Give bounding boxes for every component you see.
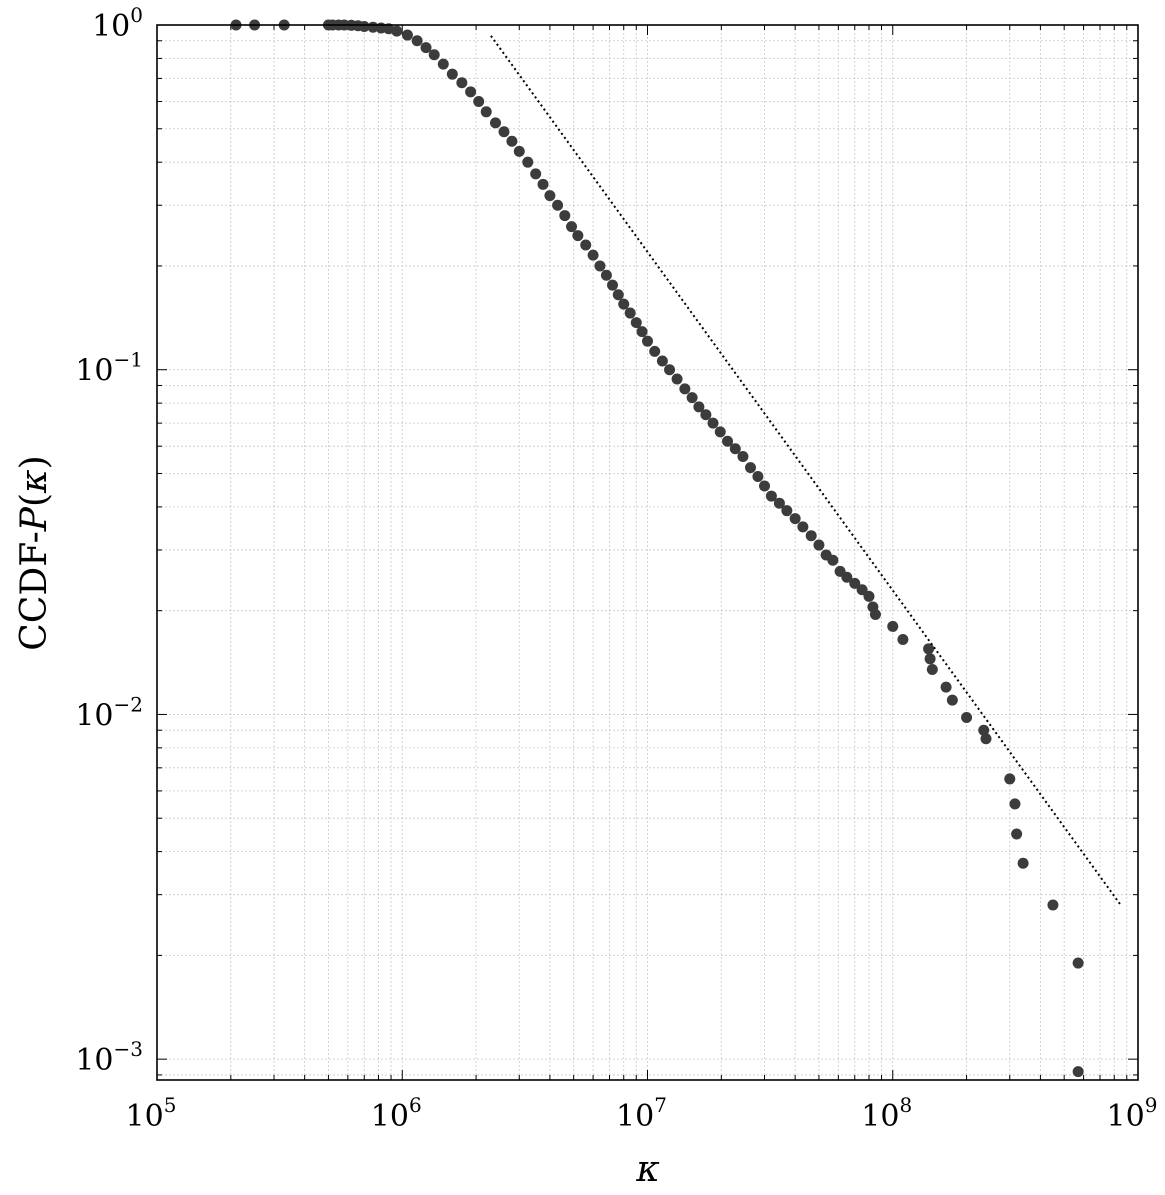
data-point — [980, 733, 992, 745]
data-point — [559, 210, 571, 222]
x-tick-label: 107 — [616, 1093, 667, 1134]
x-tick-label: 108 — [861, 1093, 912, 1134]
data-point — [537, 178, 549, 190]
y-tick-label: 100 — [92, 3, 143, 44]
data-point — [887, 620, 899, 632]
data-point — [805, 530, 817, 542]
data-point — [401, 29, 413, 41]
data-point — [630, 317, 642, 329]
data-point — [513, 145, 525, 157]
data-point — [924, 653, 936, 665]
x-axis-label: κ — [635, 1149, 660, 1190]
data-point — [580, 239, 592, 251]
data-point — [489, 117, 501, 129]
data-point — [789, 513, 801, 525]
data-point — [1072, 1066, 1084, 1078]
data-point — [813, 539, 825, 551]
x-tick-label: 106 — [371, 1093, 422, 1134]
data-point — [797, 521, 809, 533]
data-point — [506, 135, 518, 147]
data-point — [841, 571, 853, 583]
data-point — [1004, 773, 1016, 785]
data-point — [897, 633, 909, 645]
data-point — [752, 471, 764, 483]
data-point — [465, 86, 477, 98]
data-point — [827, 554, 839, 566]
y-tick-label: 10−2 — [75, 692, 143, 733]
data-point — [1017, 857, 1029, 869]
power-law-fit-line — [490, 35, 1122, 906]
data-point — [1047, 899, 1059, 911]
data-point — [473, 95, 485, 107]
data-point — [714, 426, 726, 438]
y-tick-label: 10−3 — [75, 1037, 143, 1078]
data-point — [594, 260, 606, 272]
data-point — [607, 279, 619, 291]
data-point — [498, 126, 510, 138]
data-point — [437, 58, 449, 70]
data-point — [679, 383, 691, 395]
x-tick-label: 109 — [1107, 1093, 1158, 1134]
data-point — [587, 249, 599, 261]
data-point — [773, 497, 785, 509]
data-point — [642, 335, 653, 347]
data-point — [707, 417, 719, 429]
data-point — [1011, 828, 1023, 840]
data-point — [926, 664, 938, 676]
data-point — [566, 221, 578, 233]
data-point — [978, 724, 990, 736]
data-point — [456, 77, 468, 89]
data-point — [480, 106, 492, 118]
data-point — [612, 289, 624, 301]
data-point — [940, 681, 952, 693]
data-point — [781, 505, 793, 517]
data-point — [636, 326, 648, 338]
data-point — [391, 25, 403, 37]
data-point — [552, 199, 564, 211]
data-point — [1072, 957, 1084, 969]
y-tick-label: 10−1 — [75, 348, 143, 389]
data-point — [686, 392, 698, 404]
data-point — [649, 345, 661, 357]
data-point — [572, 230, 584, 242]
data-point — [737, 451, 749, 463]
data-point — [759, 480, 771, 492]
data-point — [671, 373, 683, 385]
data-point — [729, 443, 741, 455]
data-point — [522, 156, 534, 168]
data-point — [664, 364, 676, 376]
data-point — [358, 21, 370, 33]
data-point — [656, 355, 668, 367]
data-point — [446, 68, 458, 80]
y-tick-labels: 100 10−1 10−2 10−3 — [75, 3, 143, 1078]
data-point — [700, 409, 712, 421]
data-point — [744, 462, 756, 474]
data-point — [961, 711, 973, 723]
data-point — [946, 694, 958, 706]
x-tick-labels: 105 106 107 108 109 — [126, 1093, 1158, 1134]
data-point — [618, 298, 630, 310]
grid-lines — [156, 25, 1138, 1080]
data-point — [544, 190, 556, 202]
data-point — [428, 49, 440, 61]
data-point — [1009, 798, 1021, 810]
y-axis-label: CCDF-P(κ) — [14, 455, 55, 650]
plot-frame — [156, 24, 1139, 1081]
data-point — [722, 435, 734, 447]
data-point — [923, 643, 935, 655]
data-point — [411, 35, 423, 47]
data-point — [863, 590, 875, 602]
data-point — [856, 584, 868, 596]
data-point — [420, 42, 432, 54]
data-point — [530, 168, 542, 180]
data-series — [230, 19, 1122, 1078]
x-tick-label: 105 — [126, 1093, 177, 1134]
data-point — [624, 307, 636, 319]
data-point — [765, 490, 777, 502]
data-point — [600, 269, 612, 281]
data-point — [849, 577, 861, 589]
data-point — [693, 401, 705, 413]
data-point — [869, 608, 881, 620]
